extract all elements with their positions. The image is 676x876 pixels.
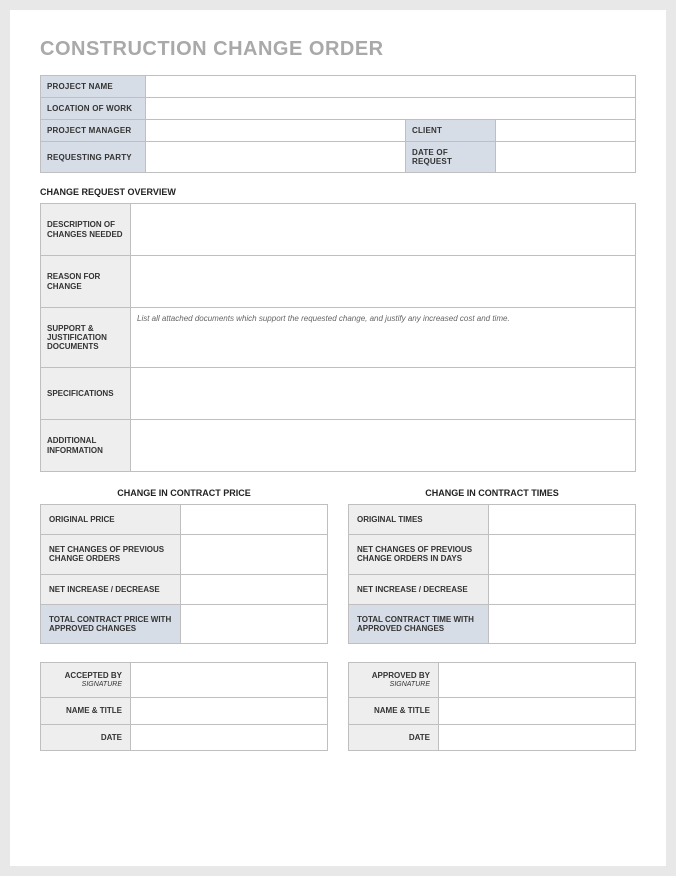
accepted-sig-sub: SIGNATURE: [49, 681, 122, 689]
location-field[interactable]: [146, 98, 636, 120]
price-table: ORIGINAL PRICE NET CHANGES OF PREVIOUS C…: [40, 504, 328, 644]
project-header-table: PROJECT NAME LOCATION OF WORK PROJECT MA…: [40, 75, 636, 173]
accepted-table: ACCEPTED BY SIGNATURE NAME & TITLE DATE: [40, 662, 328, 751]
total-times-field[interactable]: [489, 604, 636, 643]
orig-times-label: ORIGINAL TIMES: [349, 505, 489, 535]
support-field[interactable]: List all attached documents which suppor…: [131, 308, 636, 368]
accepted-date-label: DATE: [41, 724, 131, 750]
page-title: CONSTRUCTION CHANGE ORDER: [40, 38, 636, 61]
orig-price-field[interactable]: [181, 505, 328, 535]
price-column: CHANGE IN CONTRACT PRICE ORIGINAL PRICE …: [40, 488, 328, 644]
support-hint: List all attached documents which suppor…: [137, 314, 510, 323]
location-label: LOCATION OF WORK: [41, 98, 146, 120]
project-name-field[interactable]: [146, 76, 636, 98]
times-title: CHANGE IN CONTRACT TIMES: [348, 488, 636, 498]
addl-label: ADDITIONAL INFORMATION: [41, 420, 131, 472]
approved-table: APPROVED BY SIGNATURE NAME & TITLE DATE: [348, 662, 636, 751]
requesting-field[interactable]: [146, 142, 406, 173]
orig-price-label: ORIGINAL PRICE: [41, 505, 181, 535]
net-inc-times-label: NET INCREASE / DECREASE: [349, 574, 489, 604]
form-page: CONSTRUCTION CHANGE ORDER PROJECT NAME L…: [10, 10, 666, 866]
total-price-field[interactable]: [181, 604, 328, 643]
accepted-name-label: NAME & TITLE: [41, 698, 131, 724]
approved-sig-sub: SIGNATURE: [357, 681, 430, 689]
reason-label: REASON FOR CHANGE: [41, 256, 131, 308]
spec-field[interactable]: [131, 368, 636, 420]
net-inc-price-label: NET INCREASE / DECREASE: [41, 574, 181, 604]
accepted-name-field[interactable]: [131, 698, 328, 724]
orig-times-field[interactable]: [489, 505, 636, 535]
net-prev-price-field[interactable]: [181, 535, 328, 574]
total-price-label: TOTAL CONTRACT PRICE WITH APPROVED CHANG…: [41, 604, 181, 643]
project-name-label: PROJECT NAME: [41, 76, 146, 98]
overview-section-title: CHANGE REQUEST OVERVIEW: [40, 187, 636, 197]
approved-by-text: APPROVED BY: [372, 671, 430, 680]
net-inc-price-field[interactable]: [181, 574, 328, 604]
total-times-label: TOTAL CONTRACT TIME WITH APPROVED CHANGE…: [349, 604, 489, 643]
approved-sig-field[interactable]: [439, 663, 636, 698]
support-label: SUPPORT & JUSTIFICATION DOCUMENTS: [41, 308, 131, 368]
price-title: CHANGE IN CONTRACT PRICE: [40, 488, 328, 498]
accepted-sig-field[interactable]: [131, 663, 328, 698]
net-prev-times-field[interactable]: [489, 535, 636, 574]
addl-field[interactable]: [131, 420, 636, 472]
description-label: DESCRIPTION OF CHANGES NEEDED: [41, 204, 131, 256]
signatures-row: ACCEPTED BY SIGNATURE NAME & TITLE DATE: [40, 662, 636, 751]
times-table: ORIGINAL TIMES NET CHANGES OF PREVIOUS C…: [348, 504, 636, 644]
net-prev-price-label: NET CHANGES OF PREVIOUS CHANGE ORDERS: [41, 535, 181, 574]
pm-field[interactable]: [146, 120, 406, 142]
accepted-by-label: ACCEPTED BY SIGNATURE: [41, 663, 131, 698]
accepted-date-field[interactable]: [131, 724, 328, 750]
approved-date-label: DATE: [349, 724, 439, 750]
times-column: CHANGE IN CONTRACT TIMES ORIGINAL TIMES …: [348, 488, 636, 644]
net-prev-times-label: NET CHANGES OF PREVIOUS CHANGE ORDERS IN…: [349, 535, 489, 574]
description-field[interactable]: [131, 204, 636, 256]
client-field[interactable]: [495, 120, 635, 142]
client-label: CLIENT: [405, 120, 495, 142]
approved-name-label: NAME & TITLE: [349, 698, 439, 724]
approved-column: APPROVED BY SIGNATURE NAME & TITLE DATE: [348, 662, 636, 751]
accepted-by-text: ACCEPTED BY: [65, 671, 122, 680]
date-request-label: DATE OF REQUEST: [405, 142, 495, 173]
approved-name-field[interactable]: [439, 698, 636, 724]
net-inc-times-field[interactable]: [489, 574, 636, 604]
pm-label: PROJECT MANAGER: [41, 120, 146, 142]
reason-field[interactable]: [131, 256, 636, 308]
price-times-row: CHANGE IN CONTRACT PRICE ORIGINAL PRICE …: [40, 488, 636, 644]
approved-by-label: APPROVED BY SIGNATURE: [349, 663, 439, 698]
accepted-column: ACCEPTED BY SIGNATURE NAME & TITLE DATE: [40, 662, 328, 751]
date-request-field[interactable]: [495, 142, 635, 173]
requesting-label: REQUESTING PARTY: [41, 142, 146, 173]
overview-table: DESCRIPTION OF CHANGES NEEDED REASON FOR…: [40, 203, 636, 472]
approved-date-field[interactable]: [439, 724, 636, 750]
spec-label: SPECIFICATIONS: [41, 368, 131, 420]
